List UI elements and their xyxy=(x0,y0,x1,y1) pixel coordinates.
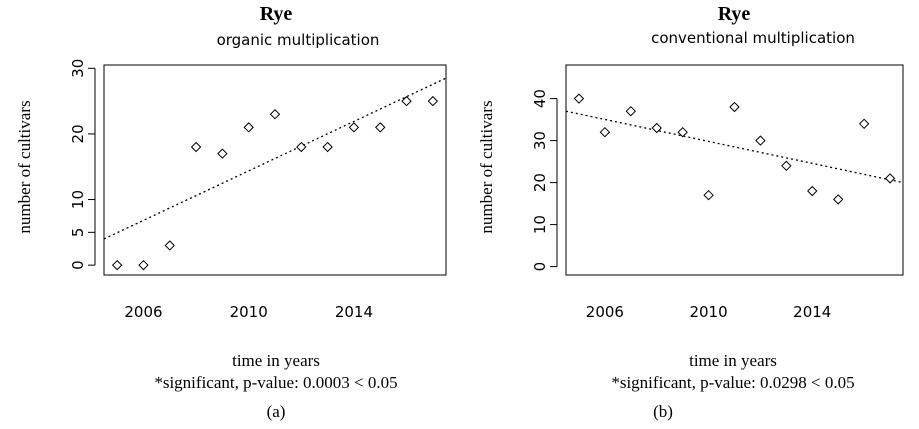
panel-a-data-point xyxy=(164,240,175,251)
panel-a-x-tick-label: 2006 xyxy=(124,303,162,321)
panel-b-x-tick-label: 2010 xyxy=(689,303,727,321)
panel-a-data-point xyxy=(401,95,412,107)
panel-a-x-axis-label: time in years xyxy=(232,351,320,370)
panel-a-marks: 0 5 10 20 30 2006 2010 2014 xyxy=(69,59,447,321)
panel-b-data-point xyxy=(651,122,662,134)
panel-b-data-point xyxy=(884,173,896,184)
panel-a-y-tick-label: 10 xyxy=(69,190,87,209)
panel-a-data-point xyxy=(243,122,254,133)
panel-b-data-point xyxy=(703,189,714,201)
panel-a-data-point xyxy=(296,141,307,153)
panel-a-y-tick-label: 5 xyxy=(69,228,87,238)
panel-b-title: Rye xyxy=(718,3,751,25)
panel-a-y-tick-label: 20 xyxy=(69,124,87,143)
panel-b-data-point xyxy=(729,101,740,113)
panel-b-data-point xyxy=(755,135,766,146)
panel-b-x-axis-label: time in years xyxy=(689,351,777,370)
panel-a-data-point xyxy=(138,259,149,271)
panel-b-marks: 0 10 20 30 40 2006 2010 2014 xyxy=(531,89,904,321)
panel-a-x-tick-label: 2010 xyxy=(230,303,268,321)
panel-b: Rye conventional multiplication number o… xyxy=(477,3,904,421)
panel-a-caption: (a) xyxy=(267,402,286,421)
panel-a-plot-frame xyxy=(103,64,447,276)
panel-b-y-axis-label: number of cultivars xyxy=(477,100,496,233)
panel-a: Rye organic multiplication number of cul… xyxy=(15,3,447,421)
panel-a-data-point xyxy=(190,141,202,153)
panel-a-data-point xyxy=(217,148,228,159)
panel-b-data-point xyxy=(781,160,792,172)
panel-a-x-tick-label: 2014 xyxy=(335,303,373,321)
panel-b-caption: (b) xyxy=(653,402,673,421)
panel-a-trend-line xyxy=(103,77,447,240)
panel-b-plot-frame xyxy=(565,64,904,276)
panel-b-data-point xyxy=(832,194,844,205)
panel-a-y-tick-label: 0 xyxy=(69,260,87,270)
panel-a-data-point xyxy=(375,122,386,133)
panel-b-y-tick-label: 10 xyxy=(531,215,549,234)
panel-b-subtitle: conventional multiplication xyxy=(651,29,855,47)
panel-b-data-point xyxy=(858,118,870,130)
panel-b-y-tick-label: 40 xyxy=(531,89,549,108)
panel-b-data-point xyxy=(573,93,585,104)
panel-a-data-point xyxy=(427,95,439,107)
panel-b-significance-note: *significant, p-value: 0.0298 < 0.05 xyxy=(611,373,854,392)
panel-a-data-point xyxy=(269,109,281,120)
panel-a-significance-note: *significant, p-value: 0.0003 < 0.05 xyxy=(154,373,397,392)
panel-a-subtitle: organic multiplication xyxy=(217,31,380,49)
panel-a-y-tick-label: 30 xyxy=(69,59,87,78)
panel-b-data-point xyxy=(599,126,611,138)
panel-a-title: Rye xyxy=(260,3,293,25)
panel-b-data-point xyxy=(625,105,637,117)
panel-a-data-point xyxy=(322,141,333,153)
panel-a-data-point xyxy=(111,259,123,271)
panel-b-data-point xyxy=(677,126,688,138)
panel-b-x-tick-label: 2014 xyxy=(793,303,831,321)
panel-b-x-tick-label: 2006 xyxy=(586,303,624,321)
panel-b-y-tick-label: 30 xyxy=(531,131,549,150)
panel-b-y-tick-label: 0 xyxy=(531,262,549,272)
panel-b-data-point xyxy=(807,185,818,197)
panel-a-y-axis-label: number of cultivars xyxy=(15,100,34,233)
panel-b-trend-line xyxy=(565,110,904,184)
panel-b-y-tick-label: 20 xyxy=(531,173,549,192)
panel-a-data-point xyxy=(348,122,360,133)
